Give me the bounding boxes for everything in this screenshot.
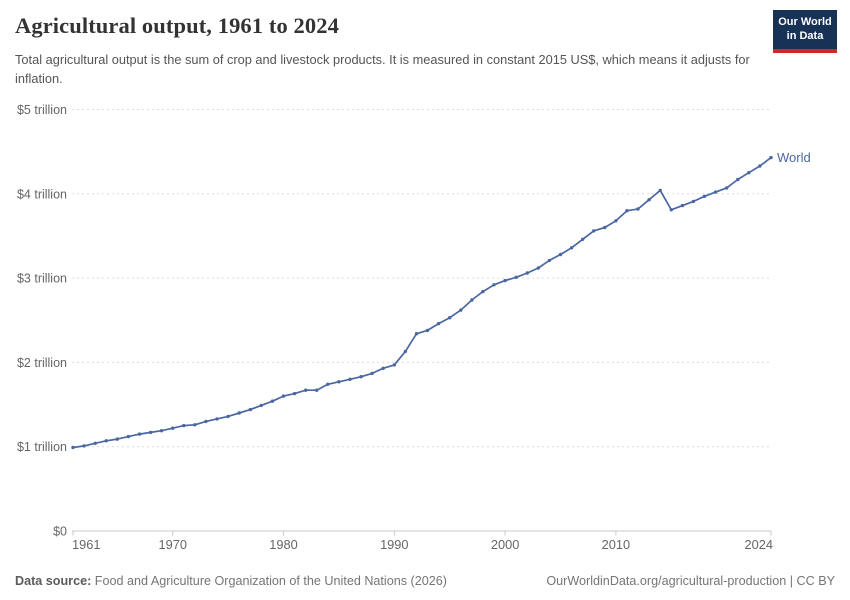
data-point[interactable] bbox=[148, 430, 153, 435]
chart-subtitle: Total agricultural output is the sum of … bbox=[15, 52, 750, 86]
data-point[interactable] bbox=[713, 190, 718, 194]
data-point[interactable] bbox=[481, 289, 485, 294]
data-point[interactable] bbox=[182, 423, 186, 428]
data-point[interactable] bbox=[758, 164, 762, 168]
x-tick-label: 2000 bbox=[491, 537, 519, 552]
trend-line[interactable] bbox=[72, 156, 772, 449]
owid-logo-line2: in Data bbox=[786, 30, 824, 43]
data-point[interactable] bbox=[315, 388, 319, 392]
data-point[interactable] bbox=[658, 188, 662, 193]
data-point[interactable] bbox=[414, 332, 419, 336]
data-point[interactable] bbox=[381, 366, 385, 370]
data-source-text: Food and Agriculture Organization of the… bbox=[91, 574, 447, 588]
data-point[interactable] bbox=[581, 237, 585, 241]
data-point[interactable] bbox=[248, 407, 252, 412]
series-end-label[interactable]: World bbox=[777, 150, 811, 165]
data-point[interactable] bbox=[736, 177, 740, 182]
data-point[interactable] bbox=[647, 198, 651, 202]
data-point[interactable] bbox=[193, 423, 197, 427]
data-source-label: Data source: bbox=[15, 574, 92, 588]
data-point[interactable] bbox=[337, 380, 341, 384]
data-point[interactable] bbox=[359, 375, 363, 379]
data-point[interactable] bbox=[115, 437, 120, 441]
data-point[interactable] bbox=[614, 219, 618, 223]
data-point[interactable] bbox=[603, 225, 607, 230]
data-point[interactable] bbox=[669, 208, 673, 212]
data-point[interactable] bbox=[702, 194, 707, 198]
data-point[interactable] bbox=[93, 441, 97, 445]
x-tick-label: 1990 bbox=[380, 537, 408, 552]
data-point[interactable] bbox=[281, 394, 286, 398]
data-point[interactable] bbox=[259, 403, 263, 408]
data-point[interactable] bbox=[304, 388, 308, 392]
data-point[interactable] bbox=[370, 371, 374, 376]
data-point[interactable] bbox=[436, 321, 441, 326]
data-point[interactable] bbox=[104, 439, 108, 443]
footer-separator: | bbox=[786, 574, 797, 588]
chart-footer: Data source: Food and Agriculture Organi… bbox=[15, 574, 835, 588]
data-point[interactable] bbox=[204, 419, 208, 424]
data-point[interactable] bbox=[425, 328, 430, 333]
data-point[interactable] bbox=[625, 209, 629, 213]
data-point[interactable] bbox=[71, 445, 75, 450]
data-point[interactable] bbox=[470, 298, 474, 302]
data-point[interactable] bbox=[592, 229, 596, 233]
data-point[interactable] bbox=[226, 414, 230, 419]
data-point[interactable] bbox=[514, 275, 518, 279]
footer-right: OurWorldinData.org/agricultural-producti… bbox=[546, 574, 835, 588]
data-point[interactable] bbox=[503, 278, 507, 283]
owid-logo-line1: Our World bbox=[778, 16, 832, 28]
data-point[interactable] bbox=[747, 171, 751, 175]
y-tick-label: $4 trillion bbox=[17, 187, 67, 201]
data-point[interactable] bbox=[270, 399, 275, 403]
data-point[interactable] bbox=[137, 432, 142, 436]
owid-logo[interactable]: Our World in Data bbox=[773, 10, 837, 53]
data-point[interactable] bbox=[492, 283, 496, 287]
data-point[interactable] bbox=[171, 426, 175, 430]
data-point[interactable] bbox=[159, 429, 164, 433]
data-point[interactable] bbox=[292, 391, 297, 396]
data-point[interactable] bbox=[525, 271, 529, 275]
y-tick-label: $5 trillion bbox=[17, 103, 67, 117]
data-point[interactable] bbox=[680, 203, 685, 208]
data-point[interactable] bbox=[215, 417, 219, 421]
data-point[interactable] bbox=[536, 266, 540, 270]
y-tick-label: $3 trillion bbox=[17, 272, 67, 286]
data-point[interactable] bbox=[126, 434, 131, 439]
x-tick-label: 1980 bbox=[269, 537, 297, 552]
data-point[interactable] bbox=[769, 155, 773, 160]
x-tick-label: 2010 bbox=[602, 537, 630, 552]
y-tick-label: $0 bbox=[53, 525, 67, 539]
x-tick-label: 2024 bbox=[745, 537, 773, 552]
footer-link[interactable]: OurWorldinData.org/agricultural-producti… bbox=[546, 574, 787, 588]
data-point[interactable] bbox=[725, 186, 729, 190]
data-point[interactable] bbox=[558, 252, 563, 257]
data-source: Data source: Food and Agriculture Organi… bbox=[15, 574, 447, 588]
data-point[interactable] bbox=[237, 411, 241, 415]
data-point[interactable] bbox=[403, 349, 408, 354]
data-point[interactable] bbox=[569, 246, 574, 250]
data-point[interactable] bbox=[636, 207, 640, 211]
data-point[interactable] bbox=[82, 444, 86, 448]
x-tick-label: 1970 bbox=[158, 537, 186, 552]
footer-license: CC BY bbox=[796, 574, 836, 588]
data-point[interactable] bbox=[392, 363, 396, 367]
data-point[interactable] bbox=[459, 308, 463, 312]
data-point[interactable] bbox=[691, 199, 696, 204]
chart-title: Agricultural output, 1961 to 2024 bbox=[15, 13, 339, 38]
y-tick-label: $2 trillion bbox=[17, 356, 67, 370]
y-tick-label: $1 trillion bbox=[17, 440, 67, 454]
data-point[interactable] bbox=[348, 377, 352, 381]
data-point[interactable] bbox=[448, 316, 452, 320]
data-point[interactable] bbox=[326, 382, 330, 386]
data-point[interactable] bbox=[547, 258, 552, 263]
x-tick-label: 1961 bbox=[72, 537, 100, 552]
